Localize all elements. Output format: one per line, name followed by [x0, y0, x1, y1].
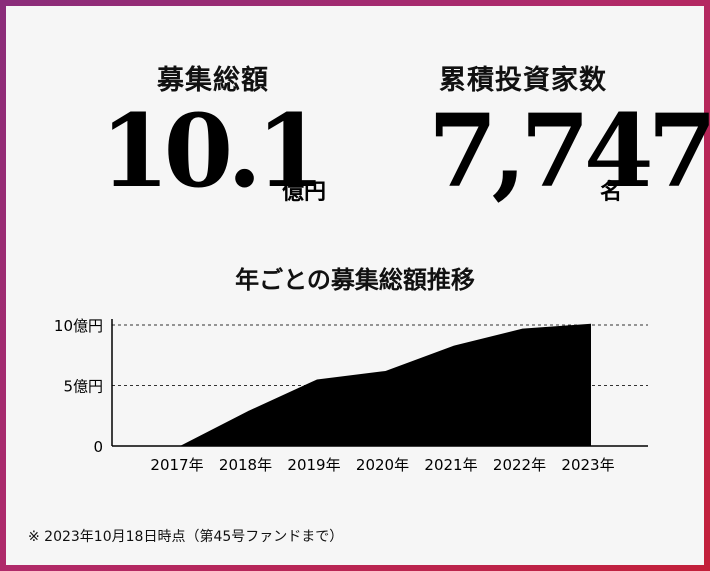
- footnote: ※ 2023年10月18日時点（第45号ファンドまで）: [28, 529, 344, 545]
- area-series: [180, 323, 591, 446]
- investor-count-label: 累積投資家数: [439, 65, 607, 96]
- x-tick-label: 2022年: [493, 456, 546, 474]
- total-amount-label: 募集総額: [157, 65, 269, 96]
- x-tick-label: 2018年: [219, 456, 272, 474]
- investor-count-value: 7,747: [428, 92, 710, 210]
- x-tick-label: 2021年: [424, 456, 477, 474]
- y-tick-label: 0: [93, 438, 103, 456]
- investor-count-unit: 名: [600, 180, 623, 205]
- chart-title: 年ごとの募集総額推移: [235, 266, 475, 294]
- y-tick-label: 5億円: [63, 378, 103, 396]
- x-tick-label: 2019年: [287, 456, 340, 474]
- x-tick-label: 2023年: [561, 456, 614, 474]
- x-tick-label: 2020年: [356, 456, 409, 474]
- total-amount-unit: 億円: [282, 180, 327, 205]
- y-tick-label: 10億円: [54, 317, 103, 335]
- total-amount-value: 10.1: [100, 92, 326, 210]
- content-panel: [6, 6, 704, 565]
- x-tick-label: 2017年: [150, 456, 203, 474]
